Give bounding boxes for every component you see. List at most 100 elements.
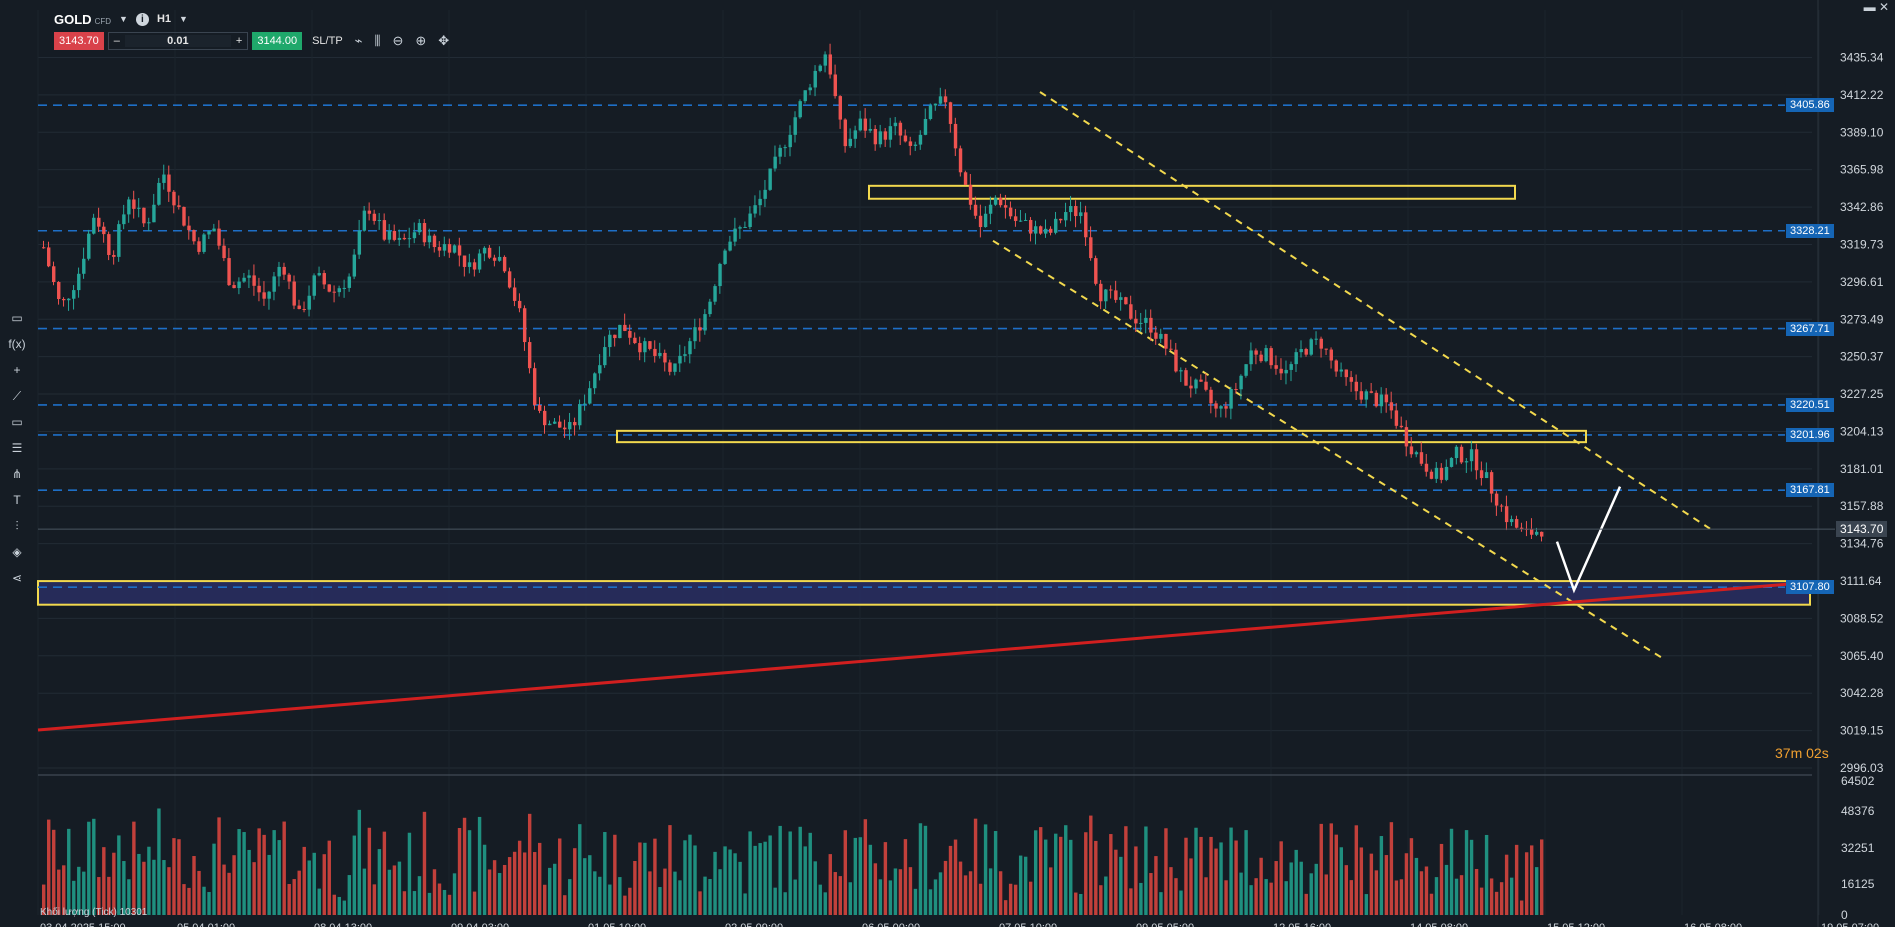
candle-body	[1319, 338, 1323, 349]
volume-bar	[1474, 868, 1479, 915]
candle-body	[1259, 354, 1263, 362]
fibonacci-tool-icon[interactable]: ☰	[11, 441, 23, 455]
rectangle-tool-icon[interactable]: ▭	[11, 415, 23, 429]
function-icon[interactable]: f(x)	[8, 337, 26, 351]
candle-body	[182, 206, 186, 226]
candle-body	[222, 245, 226, 259]
text-tool-icon[interactable]: T	[13, 493, 21, 507]
volume-bar	[282, 821, 286, 915]
zoom-out-icon[interactable]: ⊖	[392, 33, 404, 48]
chevron-down-icon[interactable]: ▼	[179, 14, 188, 24]
candle-body	[813, 70, 817, 88]
candle-body	[252, 275, 256, 286]
quantity-field[interactable]: 0.01	[124, 35, 231, 47]
candle-body	[162, 174, 166, 183]
candle-body	[603, 347, 607, 366]
volume-bar	[127, 879, 131, 915]
panel-icon[interactable]: ▭	[11, 311, 23, 325]
candle-body	[693, 327, 697, 342]
volume-bar	[1003, 900, 1008, 915]
volume-bar	[1139, 882, 1143, 915]
candle-body	[973, 204, 978, 216]
trendline-tool-icon[interactable]: ⟋	[12, 388, 22, 403]
volume-bar	[1309, 873, 1313, 915]
candle-body	[888, 126, 893, 140]
candle-body	[1159, 333, 1163, 339]
candle-body	[1064, 212, 1068, 221]
volume-bar	[1089, 815, 1093, 915]
volume-bar	[367, 827, 372, 915]
candle-body	[1414, 452, 1419, 455]
y-tick-label: 3019.15	[1840, 724, 1884, 738]
volume-bar	[157, 808, 161, 915]
volume-bar	[1104, 876, 1108, 915]
zoom-in-icon[interactable]: ⊕	[415, 33, 427, 48]
volume-bar	[1434, 877, 1439, 915]
volume-bar	[1049, 867, 1053, 915]
window-controls[interactable]: ▬ ✕	[1863, 0, 1889, 14]
volume-bar	[1169, 867, 1173, 915]
candle-body	[608, 334, 612, 348]
symbol-selector[interactable]: GOLD CFD	[54, 11, 112, 27]
volume-bar	[222, 864, 226, 915]
quantity-stepper[interactable]: – 0.01 +	[107, 32, 249, 50]
volume-bar	[988, 868, 993, 915]
volume-bar	[798, 826, 802, 915]
volume-bar	[588, 855, 592, 915]
volume-bar	[322, 854, 326, 915]
timeframe-selector[interactable]: H1	[156, 13, 171, 25]
volume-bar	[1359, 847, 1364, 915]
volume-bar	[462, 817, 467, 915]
info-icon[interactable]: i	[135, 12, 149, 26]
pitchfork-tool-icon[interactable]: ⋔	[11, 467, 23, 481]
sell-button[interactable]: 3143.70	[54, 32, 104, 50]
candle-body	[482, 247, 487, 254]
candle-body	[1224, 406, 1228, 409]
crosshair-tool-icon[interactable]: +	[13, 363, 21, 377]
volume-bar	[507, 857, 512, 915]
line-chart-icon[interactable]: ⌁	[354, 33, 363, 48]
plus-icon[interactable]: +	[235, 35, 243, 47]
volume-bar	[678, 880, 682, 915]
minus-icon[interactable]: –	[113, 35, 120, 47]
projection-arrow	[1555, 486, 1622, 594]
candle-body	[492, 257, 497, 261]
candle-body	[487, 247, 492, 258]
volume-bar	[417, 876, 422, 915]
candle-body	[1018, 220, 1023, 222]
volume-bar	[522, 852, 527, 915]
layers-icon[interactable]: ◈	[12, 545, 22, 559]
candle-body	[948, 102, 953, 124]
candle-body	[417, 223, 422, 233]
candle-body	[1479, 470, 1484, 479]
sltp-button[interactable]: SL/TP	[312, 35, 343, 47]
candle-body	[532, 368, 537, 405]
chevron-down-icon[interactable]: ▼	[119, 14, 128, 24]
candle-body	[1384, 394, 1389, 403]
candles-icon[interactable]: ⫼	[374, 33, 381, 48]
candle-body	[217, 228, 221, 246]
candle-body	[963, 172, 968, 185]
indicator-icon[interactable]: ⫶	[15, 518, 19, 533]
candle-body	[332, 291, 336, 293]
volume-bar	[1149, 873, 1153, 915]
volume-bar	[1424, 866, 1429, 915]
candle-body	[1264, 348, 1268, 362]
crosshair-icon[interactable]: ✥	[438, 33, 450, 48]
drawing-toolbar: ▭ f(x) + ⟋ ▭ ☰ ⋔ T ⫶ ◈ ⋖	[0, 305, 34, 591]
candle-body	[237, 281, 241, 289]
share-icon[interactable]: ⋖	[11, 571, 23, 585]
buy-button[interactable]: 3144.00	[252, 32, 303, 50]
volume-bar	[1214, 848, 1218, 915]
candle-body	[122, 214, 126, 225]
candle-body	[1124, 297, 1128, 305]
candle-body	[357, 230, 362, 255]
y-tick-label: 3365.98	[1840, 163, 1884, 177]
volume-bar	[192, 856, 196, 915]
candle-body	[137, 207, 141, 209]
candle-body	[472, 262, 477, 270]
volume-bar	[1069, 839, 1073, 915]
volume-bar	[743, 893, 747, 915]
candle-body	[958, 148, 963, 173]
